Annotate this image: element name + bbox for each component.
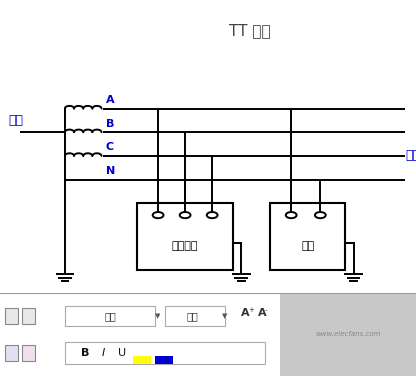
Text: 电源: 电源 [8, 114, 23, 127]
Bar [5, 345, 18, 361]
Text: +: + [248, 307, 254, 313]
Text: A: A [241, 308, 249, 318]
Text: 宋体: 宋体 [104, 311, 116, 321]
Text: N: N [106, 166, 115, 176]
Text: U: U [118, 348, 126, 358]
Bar [155, 356, 173, 364]
Text: 负荷: 负荷 [406, 149, 416, 162]
Text: www.elecfans.com: www.elecfans.com [315, 331, 381, 337]
Text: 单相: 单相 [301, 241, 314, 251]
Text: -: - [265, 307, 267, 313]
Text: 小四: 小四 [186, 311, 198, 321]
Bar [5, 308, 18, 324]
Text: TT 系统: TT 系统 [229, 24, 270, 38]
Text: B: B [81, 348, 89, 358]
Text: A: A [258, 308, 266, 318]
Text: ▼: ▼ [222, 313, 228, 319]
Text: ▼: ▼ [155, 313, 161, 319]
Bar [165, 306, 225, 326]
Bar [137, 203, 233, 270]
Bar [280, 293, 416, 376]
Text: I: I [102, 348, 105, 358]
Bar [22, 345, 35, 361]
Bar [133, 356, 151, 364]
Bar [270, 203, 345, 270]
Bar [65, 342, 265, 364]
Text: A: A [106, 95, 114, 105]
Text: 三相设备: 三相设备 [172, 241, 198, 251]
Bar [65, 306, 155, 326]
Bar [22, 308, 35, 324]
Text: C: C [106, 143, 114, 152]
Text: B: B [106, 119, 114, 129]
